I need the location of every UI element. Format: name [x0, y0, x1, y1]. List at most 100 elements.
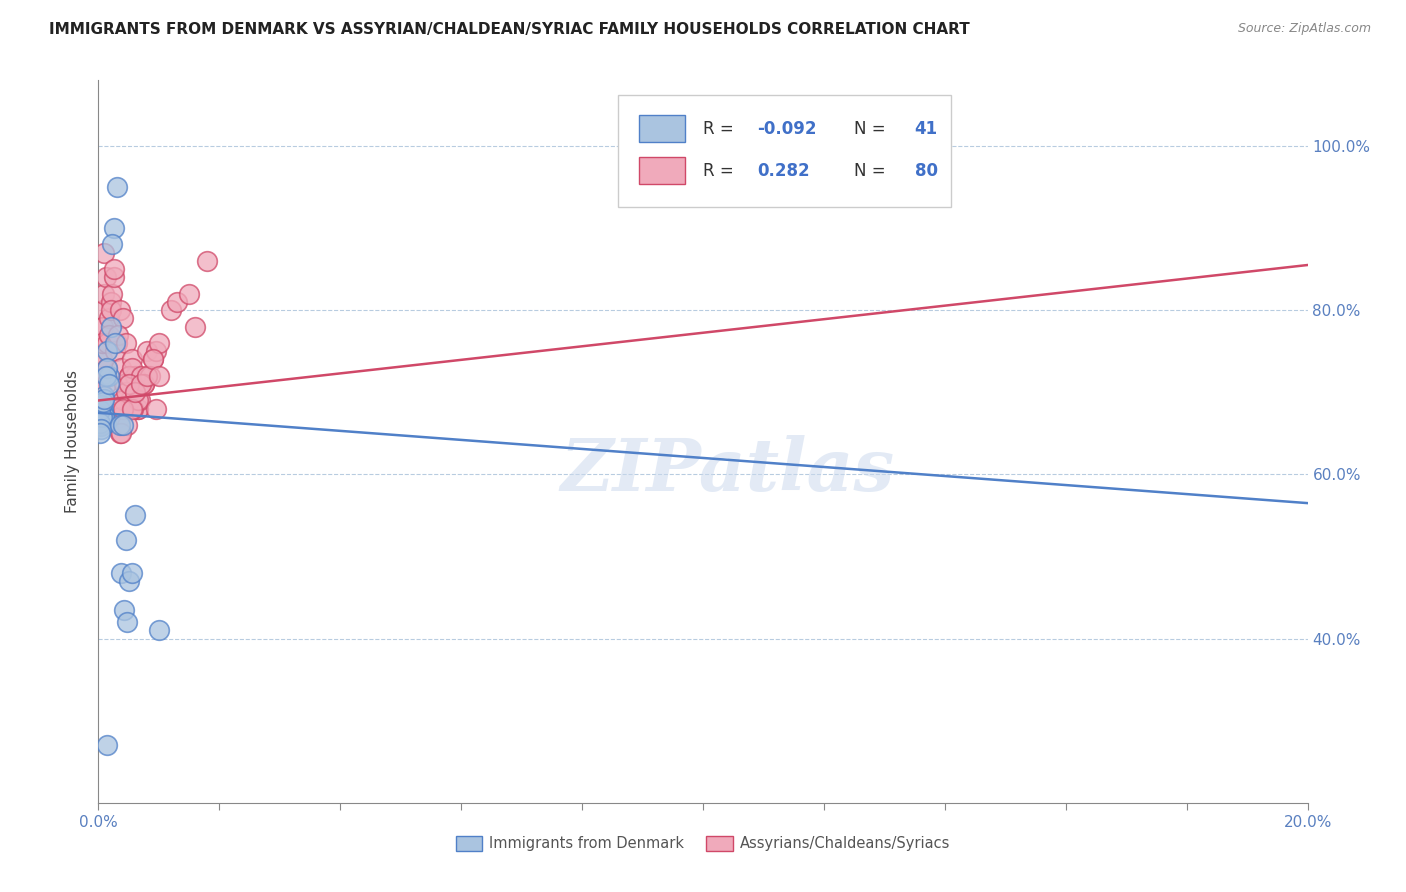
Point: [93, 245, 115, 260]
Point: [90, 401, 112, 416]
Point: [118, 368, 141, 383]
Point: [111, 393, 134, 408]
Text: N =: N =: [855, 120, 891, 137]
Text: N =: N =: [855, 161, 891, 179]
Point: [111, 401, 134, 416]
Point: [96, 360, 118, 375]
Point: [128, 393, 150, 408]
Point: [108, 426, 131, 441]
Point: [142, 352, 165, 367]
Point: [118, 377, 141, 392]
Point: [114, 533, 136, 547]
FancyBboxPatch shape: [638, 157, 685, 185]
Point: [91, 406, 114, 420]
Point: [114, 336, 136, 351]
Point: [94, 270, 117, 285]
Text: 80: 80: [915, 161, 938, 179]
Point: [89, 403, 111, 417]
Point: [89, 401, 111, 416]
Point: [90, 414, 112, 428]
FancyBboxPatch shape: [619, 95, 950, 207]
Point: [90, 385, 112, 400]
Point: [93, 409, 115, 424]
Point: [91, 336, 114, 351]
Text: 41: 41: [915, 120, 938, 137]
Point: [91, 395, 114, 409]
Point: [100, 237, 122, 252]
Point: [111, 311, 134, 326]
Point: [139, 368, 162, 383]
Point: [148, 624, 170, 638]
Point: [98, 311, 121, 326]
Text: ZIPatlas: ZIPatlas: [560, 435, 894, 506]
Point: [89, 418, 111, 433]
Point: [105, 180, 128, 194]
Point: [91, 352, 114, 367]
Point: [93, 392, 115, 406]
Point: [100, 303, 122, 318]
Point: [91, 319, 114, 334]
Point: [160, 303, 183, 318]
Point: [100, 319, 122, 334]
Y-axis label: Family Households: Family Households: [65, 370, 80, 513]
Point: [105, 401, 128, 416]
Point: [93, 409, 115, 423]
Point: [117, 418, 139, 433]
Point: [142, 352, 165, 367]
Point: [90, 422, 112, 436]
Point: [105, 336, 128, 351]
Point: [91, 336, 114, 351]
Point: [124, 508, 146, 523]
Point: [127, 401, 149, 416]
Point: [112, 603, 135, 617]
Point: [91, 303, 114, 318]
Point: [121, 360, 143, 375]
Text: IMMIGRANTS FROM DENMARK VS ASSYRIAN/CHALDEAN/SYRIAC FAMILY HOUSEHOLDS CORRELATIO: IMMIGRANTS FROM DENMARK VS ASSYRIAN/CHAL…: [49, 22, 970, 37]
Text: Source: ZipAtlas.com: Source: ZipAtlas.com: [1237, 22, 1371, 36]
Point: [90, 368, 112, 383]
Point: [93, 286, 115, 301]
Point: [100, 295, 122, 310]
Point: [103, 221, 125, 235]
Point: [166, 295, 188, 310]
Point: [145, 401, 167, 416]
Point: [90, 398, 112, 412]
Point: [91, 352, 114, 367]
Point: [121, 401, 143, 416]
Point: [104, 344, 127, 359]
Point: [91, 393, 114, 408]
Point: [93, 389, 115, 403]
Point: [121, 352, 143, 367]
Point: [108, 409, 131, 424]
Point: [96, 739, 118, 753]
Point: [135, 344, 157, 359]
Point: [96, 360, 118, 375]
Point: [124, 385, 146, 400]
FancyBboxPatch shape: [638, 115, 685, 143]
Text: -0.092: -0.092: [758, 120, 817, 137]
Point: [90, 385, 112, 400]
Point: [91, 409, 114, 423]
Point: [121, 566, 143, 580]
Point: [94, 368, 117, 383]
Point: [129, 377, 152, 392]
Point: [184, 319, 207, 334]
Legend: Immigrants from Denmark, Assyrians/Chaldeans/Syriacs: Immigrants from Denmark, Assyrians/Chald…: [450, 830, 956, 857]
Point: [124, 368, 146, 383]
Point: [98, 368, 121, 383]
Point: [110, 566, 132, 580]
Point: [91, 409, 114, 424]
Text: R =: R =: [703, 120, 740, 137]
Point: [91, 401, 114, 416]
Point: [135, 368, 157, 383]
Point: [118, 393, 141, 408]
Point: [103, 262, 125, 277]
Point: [107, 327, 129, 342]
Point: [127, 393, 149, 408]
Point: [179, 286, 201, 301]
Point: [96, 344, 118, 359]
Point: [104, 336, 127, 351]
Point: [148, 336, 170, 351]
Point: [132, 377, 155, 392]
Point: [122, 401, 145, 416]
